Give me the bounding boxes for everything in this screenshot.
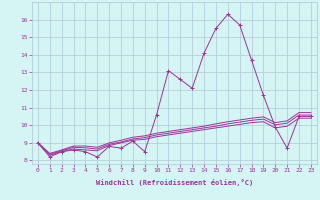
- X-axis label: Windchill (Refroidissement éolien,°C): Windchill (Refroidissement éolien,°C): [96, 179, 253, 186]
